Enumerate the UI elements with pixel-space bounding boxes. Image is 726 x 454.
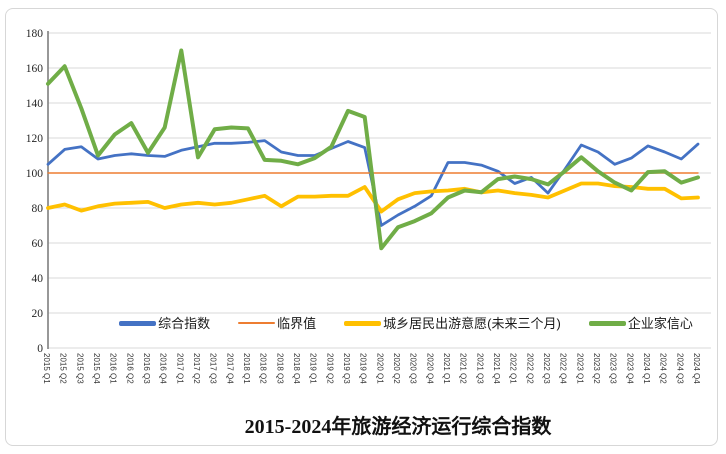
chart-frame — [5, 8, 718, 446]
x-tick-label: 2015 Q3 — [75, 353, 84, 384]
x-tick-label: 2021 Q1 — [442, 353, 451, 384]
x-tick-label: 2022 Q1 — [509, 353, 518, 384]
y-tick-label: 20 — [32, 308, 44, 320]
x-tick-label: 2020 Q4 — [425, 353, 434, 384]
y-tick-label: 0 — [37, 343, 43, 355]
x-axis-labels: 2015 Q1 2015 Q2 2015 Q3 2015 Q4 2016 Q1 2016 … — [42, 353, 701, 384]
y-tick-label: 40 — [32, 273, 44, 285]
y-tick-label: 80 — [32, 203, 44, 215]
legend: 综合指数 临界值 城乡居民出游意愿(未来三个月) 企业家信心 — [0, 313, 726, 333]
x-tick-label: 2019 Q4 — [359, 353, 368, 384]
y-tick-label: 100 — [26, 168, 44, 180]
legend-item-1: 临界值 — [238, 317, 316, 330]
x-tick-label: 2017 Q2 — [192, 353, 201, 384]
x-tick-label: 2020 Q3 — [409, 353, 418, 384]
legend-item-3: 企业家信心 — [588, 315, 693, 331]
legend-item-0: 综合指数 — [119, 317, 210, 330]
x-tick-label: 2021 Q2 — [459, 353, 468, 384]
x-tick-label: 2019 Q2 — [325, 353, 334, 384]
legend-swatch — [119, 320, 157, 326]
y-tick-label: 140 — [26, 98, 44, 110]
x-tick-label: 2024 Q3 — [675, 353, 684, 384]
legend-label: 城乡居民出游意愿(未来三个月) — [383, 315, 561, 331]
x-tick-label: 2020 Q2 — [392, 353, 401, 384]
x-tick-label: 2016 Q3 — [142, 353, 151, 384]
x-tick-label: 2023 Q4 — [625, 353, 634, 384]
legend-label: 临界值 — [277, 315, 317, 331]
x-tick-label: 2022 Q3 — [542, 353, 551, 384]
x-tick-label: 2015 Q2 — [59, 353, 68, 384]
legend-label: 企业家信心 — [627, 315, 693, 331]
x-tick-label: 2020 Q1 — [375, 353, 384, 384]
y-tick-label: 180 — [26, 28, 44, 40]
y-gridlines — [48, 32, 711, 349]
x-tick-label: 2015 Q4 — [92, 353, 101, 384]
x-tick-label: 2024 Q4 — [692, 353, 701, 384]
x-tick-label: 2023 Q1 — [575, 353, 584, 384]
x-tick-label: 2023 Q3 — [609, 353, 618, 384]
legend-swatch — [588, 320, 626, 326]
legend-label: 综合指数 — [158, 315, 211, 331]
x-tick-label: 2018 Q4 — [292, 353, 301, 384]
y-tick-label: 160 — [26, 63, 44, 75]
legend-swatch — [344, 320, 382, 326]
x-tick-label: 2016 Q4 — [159, 353, 168, 384]
x-tick-label: 2021 Q4 — [492, 353, 501, 384]
x-tick-label: 2017 Q1 — [175, 353, 184, 384]
x-tick-label: 2022 Q4 — [559, 353, 568, 384]
x-tick-label: 2022 Q2 — [525, 353, 534, 384]
x-tick-label: 2018 Q1 — [242, 353, 251, 384]
x-tick-label: 2015 Q1 — [42, 353, 51, 384]
x-tick-label: 2019 Q3 — [342, 353, 351, 384]
x-tick-label: 2016 Q2 — [125, 353, 134, 384]
x-tick-label: 2018 Q2 — [259, 353, 268, 384]
x-tick-label: 2021 Q3 — [475, 353, 484, 384]
x-tick-label: 2018 Q3 — [275, 353, 284, 384]
x-tick-label: 2024 Q1 — [642, 353, 651, 384]
x-tick-label: 2024 Q2 — [659, 353, 668, 384]
x-tick-label: 2019 Q1 — [309, 353, 318, 384]
x-tick-label: 2017 Q3 — [209, 353, 218, 384]
legend-swatch — [238, 322, 276, 324]
y-axis-labels: 0 20 40 60 80 100 120 140 160 180 — [26, 28, 44, 355]
y-tick-label: 120 — [26, 133, 44, 145]
y-tick-label: 60 — [32, 238, 44, 250]
legend-item-2: 城乡居民出游意愿(未来三个月) — [344, 317, 561, 330]
x-tick-label: 2017 Q4 — [225, 353, 234, 384]
series-line-3 — [46, 48, 700, 251]
chart-title: 2015-2024年旅游经济运行综合指数 — [244, 416, 552, 438]
x-tick-label: 2016 Q1 — [109, 353, 118, 384]
x-tick-label: 2023 Q2 — [592, 353, 601, 384]
series-line-2 — [46, 181, 700, 214]
